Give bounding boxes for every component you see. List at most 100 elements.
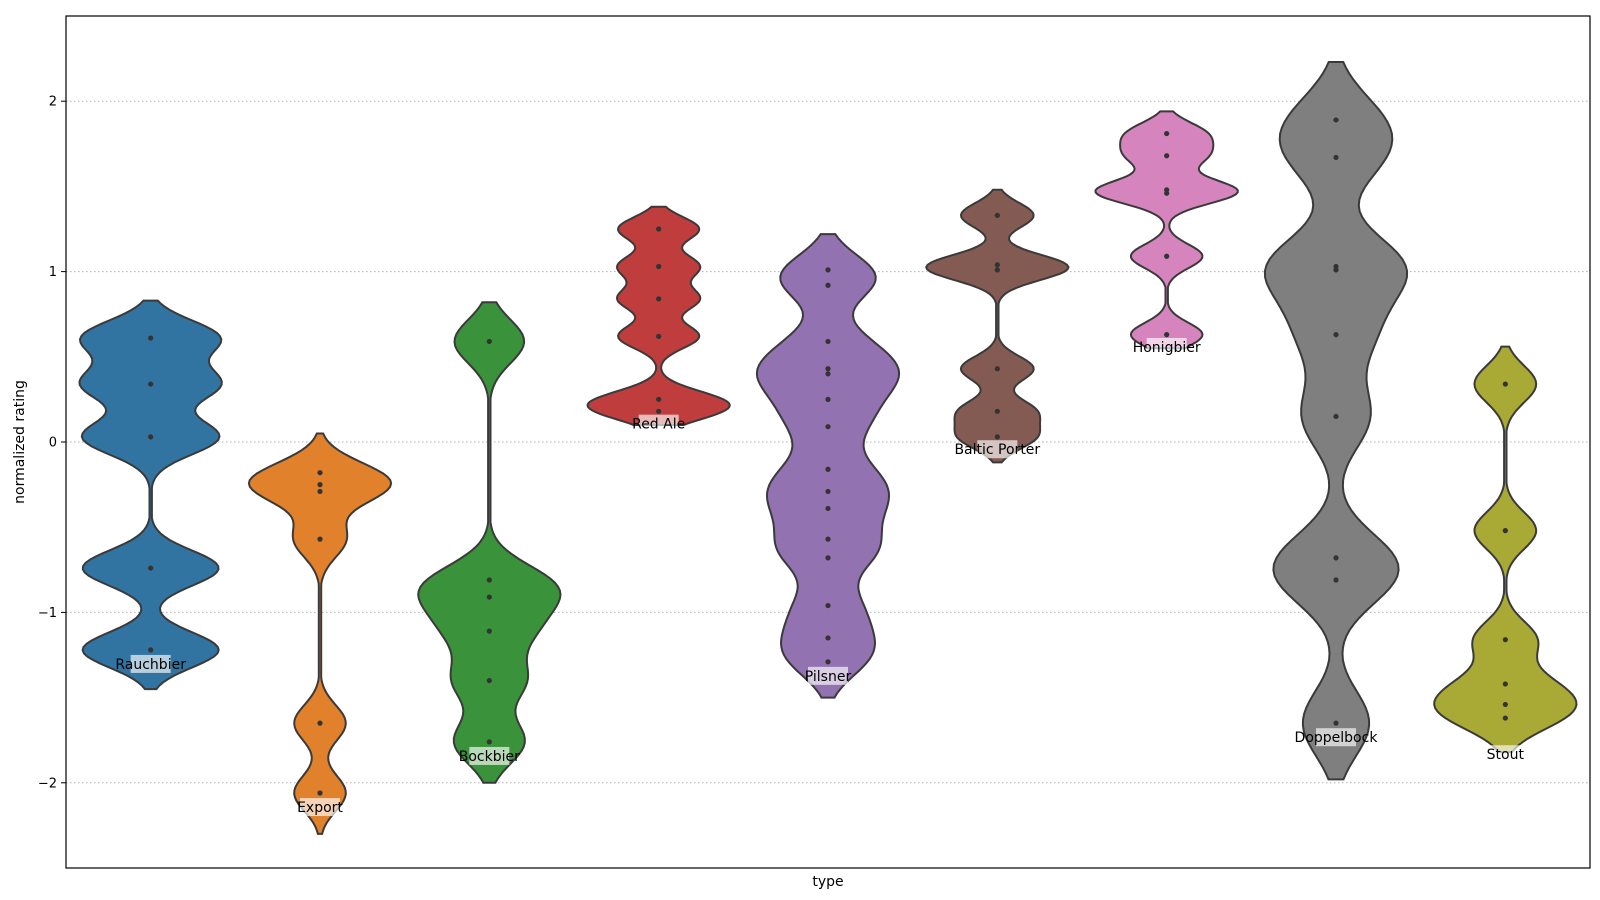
data-point: [656, 263, 662, 270]
data-point: [825, 396, 831, 402]
y-axis-label: normalized rating: [12, 380, 28, 504]
violin-rauchbier: [78, 299, 223, 691]
data-point: [486, 594, 492, 600]
data-point: [1502, 637, 1508, 643]
data-point: [1333, 413, 1339, 420]
label-background: [808, 666, 848, 685]
label-background: [1485, 745, 1526, 764]
data-point: [1164, 190, 1170, 196]
data-point: [656, 226, 662, 232]
data-point: [317, 536, 323, 542]
data-point: [148, 335, 154, 341]
data-point: [148, 434, 154, 440]
category-label: Pilsner: [805, 669, 852, 685]
data-point: [1164, 153, 1170, 159]
data-point: [825, 366, 831, 372]
violins: [78, 61, 1578, 835]
data-point: [486, 628, 492, 634]
data-point: [148, 565, 154, 571]
data-point: [825, 466, 831, 472]
data-point: [1502, 715, 1508, 721]
data-point: [825, 536, 831, 542]
data-point: [656, 296, 662, 302]
data-point: [825, 659, 831, 665]
y-tick-label: 2: [49, 95, 57, 110]
x-axis-label: type: [812, 874, 843, 890]
data-point: [317, 482, 323, 488]
violin-doppelbock: [1263, 61, 1409, 781]
category-label: Rauchbier: [115, 657, 186, 673]
y-tick-label: −1: [38, 606, 57, 621]
data-point: [1333, 555, 1339, 561]
violin-stout: [1433, 345, 1578, 754]
data-point: [994, 408, 1000, 414]
data-point: [825, 282, 831, 288]
category-label: Honigbier: [1133, 340, 1201, 356]
data-point: [486, 677, 492, 684]
data-point: [1502, 701, 1508, 708]
data-point: [825, 371, 831, 377]
data-point: [148, 381, 154, 387]
data-point: [486, 577, 492, 583]
data-point: [825, 267, 831, 273]
label-background: [469, 746, 510, 765]
label-background: [300, 798, 340, 817]
data-point: [994, 262, 1000, 268]
data-point: [1164, 332, 1170, 338]
data-point: [317, 488, 323, 495]
data-point: [656, 408, 662, 414]
data-point: [1333, 267, 1339, 273]
data-point: [825, 555, 831, 561]
category-label: Bockbier: [459, 749, 520, 765]
violin-honigbier: [1094, 110, 1239, 350]
y-axis-ticks: −2 −1 0 1 2: [38, 95, 66, 791]
y-tick-label: 0: [49, 436, 57, 451]
data-point: [317, 790, 323, 796]
category-label: Stout: [1487, 747, 1525, 763]
data-point: [486, 739, 492, 745]
category-labels: Rauchbier Export Bockbier Red Ale Pilsner Bal…: [115, 337, 1526, 817]
data-point: [825, 488, 831, 495]
label-background: [638, 414, 679, 433]
data-point: [317, 470, 323, 476]
data-point: [1333, 154, 1339, 161]
data-point: [656, 396, 662, 402]
violin-export: [247, 432, 393, 835]
data-point: [994, 434, 1000, 440]
data-point: [1502, 381, 1508, 387]
category-label: Red Ale: [632, 417, 685, 433]
label-background: [130, 654, 171, 673]
y-tick-label: 1: [49, 265, 57, 280]
data-point: [825, 635, 831, 641]
label-background: [1146, 337, 1187, 356]
category-label: Baltic Porter: [954, 442, 1040, 458]
data-point: [148, 647, 154, 653]
violin-red-ale: [586, 205, 731, 426]
data-point: [1333, 332, 1339, 338]
data-point: [994, 267, 1000, 273]
violin-bockbier: [417, 301, 562, 784]
violin-baltic-porter: [925, 188, 1070, 464]
data-point: [825, 338, 831, 345]
data-point: [656, 333, 662, 339]
y-tick-label: −2: [38, 776, 57, 791]
data-point: [825, 602, 831, 609]
label-background: [977, 440, 1018, 459]
category-label: Export: [297, 800, 343, 816]
data-point: [825, 505, 831, 512]
category-label: Doppelbock: [1295, 730, 1379, 746]
violin-pilsner: [755, 233, 901, 699]
data-point: [1333, 117, 1339, 123]
data-point: [1502, 681, 1508, 687]
data-point: [1502, 528, 1508, 534]
data-point: [1333, 577, 1339, 583]
data-point: [317, 720, 323, 726]
data-point: [1164, 253, 1170, 259]
data-point: [1164, 130, 1170, 137]
data-point: [994, 366, 1000, 372]
data-point: [486, 338, 492, 345]
label-background: [1316, 728, 1356, 747]
data-point: [1333, 720, 1339, 726]
data-point: [994, 212, 1000, 218]
